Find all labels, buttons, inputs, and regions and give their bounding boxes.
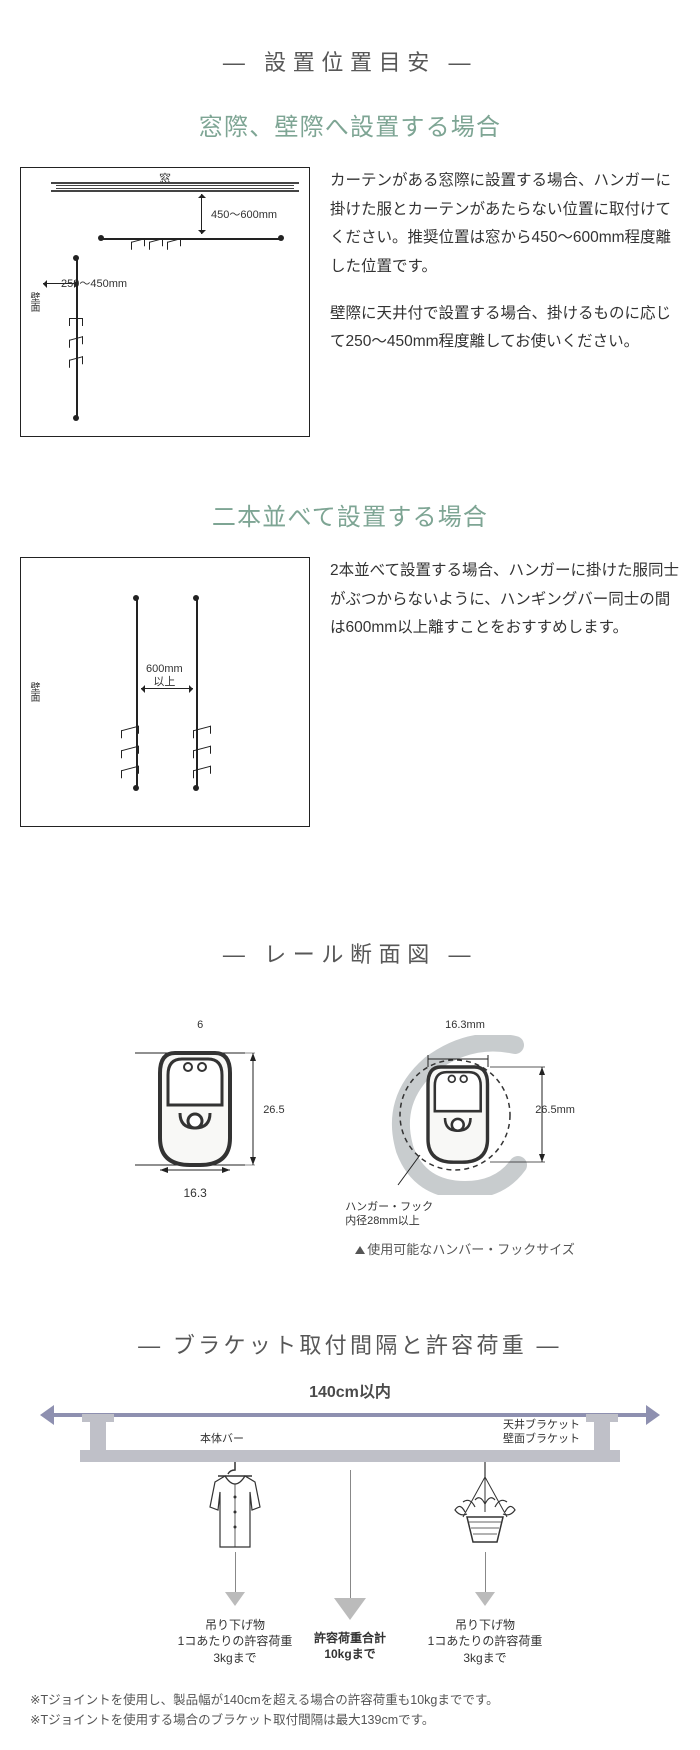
cross-dim-top1: 6	[125, 1019, 275, 1031]
wall-label-2: 壁面	[26, 682, 41, 702]
footnote1: ※Tジョイントを使用し、製品幅が140cmを超える場合の許容荷重も10kgまでで…	[30, 1690, 670, 1710]
width-arrow-icon	[50, 1413, 650, 1417]
cross-dim-right1: 26.5	[263, 1104, 284, 1116]
section1-row: 窓 450～600mm 壁面 250～450mm カーテンがある窓際に設置する場…	[0, 167, 700, 477]
section2-heading: 二本並べて設置する場合	[0, 497, 700, 532]
main-title-3: — ブラケット取付間隔と許容荷重 —	[0, 1328, 700, 1360]
bracket-diagram: 140cm以内 本体バー 天井ブラケット 壁面ブラケット 吊り下げ物 1コあたり…	[0, 1390, 700, 1690]
load-text-left: 吊り下げ物 1コあたりの許容荷重 3kgまで	[175, 1617, 295, 1667]
section1-para2: 壁際に天井付で設置する場合、掛けるものに応じて250～450mm程度離してお使い…	[330, 300, 680, 357]
section2-para1: 2本並べて設置する場合、ハンガーに掛けた服同士がぶつからないように、ハンギングバ…	[330, 557, 680, 643]
load-text-right: 吊り下げ物 1コあたりの許容荷重 3kgまで	[425, 1617, 545, 1667]
diagram-window-wall: 窓 450～600mm 壁面 250～450mm	[20, 167, 310, 437]
bracket-left-icon	[90, 1422, 106, 1462]
shirt-icon	[200, 1462, 270, 1552]
load-arrow-left-icon	[235, 1552, 236, 1592]
hook-note2: 内径28mm以上	[345, 1214, 575, 1228]
dim2-text: 250～450mm	[61, 275, 127, 291]
section1-para1: カーテンがある窓際に設置する場合、ハンガーに掛けた服とカーテンがあたらない位置に…	[330, 167, 680, 282]
cross-left: 6 26.5 16.3	[125, 1019, 275, 1258]
dim-arrow-v1	[201, 194, 202, 234]
cross-caption: 使用可能なハンバー・フックサイズ	[355, 1239, 575, 1258]
main-title-1: — 設置位置目安 —	[0, 45, 700, 77]
main-bar-icon: 本体バー 天井ブラケット 壁面ブラケット 吊り下げ物 1コあたりの許容荷重 3k…	[80, 1450, 620, 1462]
bar-label: 本体バー	[200, 1432, 244, 1446]
cross-dim-right2: 26.5mm	[535, 1104, 575, 1116]
bracket-label: 天井ブラケット 壁面ブラケット	[503, 1418, 580, 1447]
cross-dim-bottom1: 16.3	[115, 1186, 275, 1200]
load-text-center: 許容荷重合計 10kgまで	[280, 1630, 420, 1664]
diagram-double: 壁面 600mm 以上	[20, 557, 310, 827]
plant-icon	[445, 1462, 525, 1552]
bracket-right-icon	[594, 1422, 610, 1462]
cross-dim-top2: 16.3mm	[355, 1019, 575, 1031]
cross-right: 16.3mm	[355, 1019, 575, 1258]
section2-row: 壁面 600mm 以上 2本並べて設置する場合、ハンガーに掛けた服同士がぶつから…	[0, 557, 700, 867]
wall-label-1: 壁面	[26, 292, 41, 312]
load-arrow-right-icon	[485, 1552, 486, 1592]
footnotes: ※Tジョイントを使用し、製品幅が140cmを超える場合の許容荷重も10kgまでで…	[0, 1690, 700, 1730]
main-title-2: — レール断面図 —	[0, 937, 700, 969]
dim1-text: 450～600mm	[211, 206, 277, 222]
cross-section-row: 6 26.5 16.3 16.3mm	[0, 999, 700, 1288]
section1-text: カーテンがある窓際に設置する場合、ハンガーに掛けた服とカーテンがあたらない位置に…	[330, 167, 680, 437]
width-label: 140cm以内	[309, 1378, 391, 1402]
hook-note1: ハンガー・フック	[345, 1200, 575, 1214]
hbar	[101, 238, 281, 240]
curtain-rail-icon	[51, 182, 299, 192]
rail-hook-icon	[370, 1035, 560, 1195]
load-arrow-center-icon	[350, 1470, 351, 1600]
dim-double: 600mm 以上	[146, 663, 183, 689]
rail-profile-icon	[125, 1035, 275, 1185]
section1-heading: 窓際、壁際へ設置する場合	[0, 107, 700, 142]
footnote2: ※Tジョイントを使用する場合のブラケット取付間隔は最大139cmです。	[30, 1710, 670, 1730]
section2-text: 2本並べて設置する場合、ハンガーに掛けた服同士がぶつからないように、ハンギングバ…	[330, 557, 680, 827]
